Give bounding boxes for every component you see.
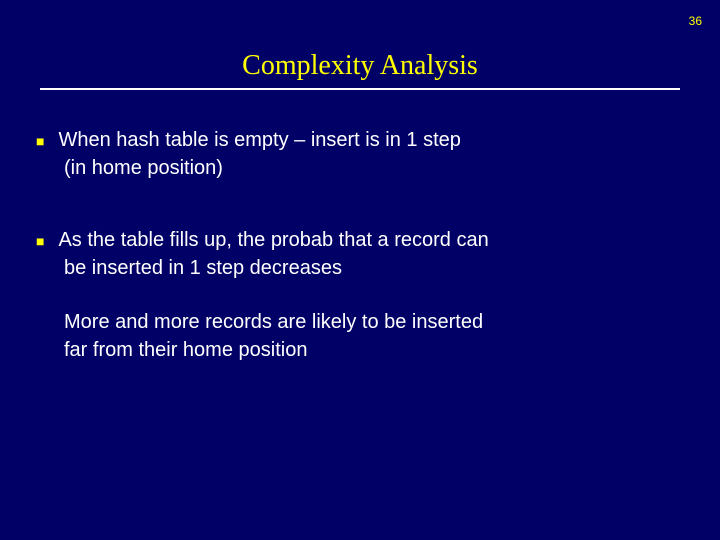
bullet-item: ■ When hash table is empty – insert is i… [36, 126, 672, 182]
bullet-text-continuation: (in home position) [64, 154, 672, 182]
bullet-text: When hash table is empty – insert is in … [58, 126, 460, 154]
bullet-marker-icon: ■ [36, 229, 44, 253]
page-number: 36 [689, 14, 702, 28]
bullet-text-extra: More and more records are likely to be i… [64, 308, 672, 336]
bullet-marker-icon: ■ [36, 129, 44, 153]
slide-title: Complexity Analysis [28, 50, 692, 82]
bullet-item: ■ As the table fills up, the probab that… [36, 226, 672, 364]
bullet-text-continuation: be inserted in 1 step decreases [64, 254, 672, 282]
title-underline [40, 88, 680, 90]
bullet-text: As the table fills up, the probab that a… [58, 226, 488, 254]
slide: 36 Complexity Analysis ■ When hash table… [0, 0, 720, 540]
bullet-text-extra: far from their home position [64, 336, 672, 364]
slide-content: ■ When hash table is empty – insert is i… [28, 126, 692, 364]
